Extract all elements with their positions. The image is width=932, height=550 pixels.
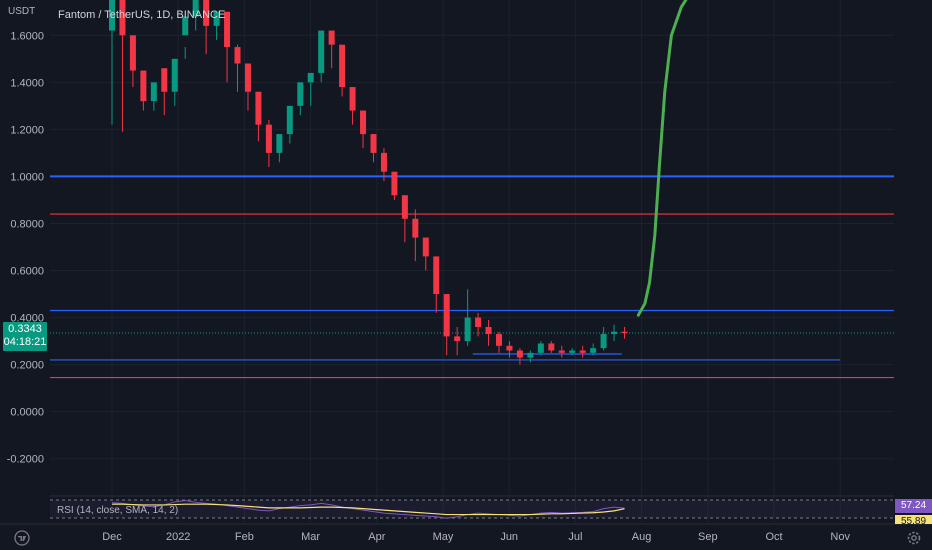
candle-body (464, 317, 471, 342)
candle-body (213, 11, 220, 26)
x-tick-label: Sep (698, 531, 718, 543)
y-tick-label: 1.4000 (10, 77, 44, 89)
candle-body (590, 348, 597, 353)
current-price-badge: 0.3343 04:18:21 (3, 322, 47, 351)
x-tick-label: Jun (500, 531, 518, 543)
candle-body (244, 63, 251, 92)
candle-body (161, 68, 168, 92)
current-price: 0.3343 (8, 323, 42, 335)
candle-body (380, 152, 387, 172)
candle-body (265, 124, 272, 153)
candle-body (621, 331, 628, 334)
candle-body (276, 134, 283, 153)
x-tick-label: May (433, 531, 454, 543)
candle-body (360, 110, 367, 135)
candle-body (286, 105, 293, 135)
candle-body (401, 195, 408, 219)
y-tick-label: 1.0000 (10, 171, 44, 183)
candle-body (109, 0, 115, 31)
y-tick-label: 0.0000 (10, 407, 44, 419)
candle-body (433, 256, 440, 295)
candle-body (171, 58, 178, 92)
y-tick-label: 1.2000 (10, 124, 44, 136)
candle-body (129, 35, 136, 71)
candle-body (339, 44, 346, 88)
x-tick-label: Dec (102, 531, 122, 543)
candle-countdown: 04:18:21 (3, 336, 47, 348)
candle-body (454, 336, 461, 342)
candle-body (422, 237, 429, 257)
candle-body (234, 47, 241, 64)
candle-body (318, 30, 325, 73)
rsi-ma-line (112, 503, 625, 516)
candle-body (537, 343, 544, 353)
candle-body (569, 350, 576, 353)
y-tick-label: 0.4000 (10, 313, 44, 325)
rsi-value-badge: 57.24 (895, 499, 932, 513)
x-tick-label: Feb (235, 531, 254, 543)
unit-label: USDT (8, 6, 36, 17)
y-tick-label: 1.6000 (10, 30, 44, 42)
y-tick-label: -0.2000 (7, 454, 44, 466)
projection-path (636, 0, 688, 317)
rsi-band (50, 500, 894, 518)
candle-body (412, 218, 419, 238)
candle-body (307, 72, 314, 83)
candle-body (600, 334, 607, 349)
x-tick-label: 2022 (166, 531, 190, 543)
candle-body (370, 134, 377, 153)
x-tick-label: Apr (368, 531, 385, 543)
candle-body (391, 171, 398, 196)
candle-body (192, 0, 199, 17)
candle-body (119, 0, 126, 36)
candle-body (579, 350, 586, 353)
candle-body (349, 87, 356, 111)
candle-body (548, 343, 555, 351)
rsi-indicator-label[interactable]: RSI (14, close, SMA, 14, 2) (57, 505, 179, 516)
rsi-ma-value-badge: 55.89 (895, 515, 932, 524)
candle-body (611, 331, 618, 335)
x-tick-label: Aug (632, 531, 652, 543)
tradingview-logo-icon[interactable] (14, 530, 30, 546)
candle-body (496, 334, 503, 346)
y-tick-label: 0.8000 (10, 218, 44, 230)
candle-body (182, 16, 189, 36)
candle-body (255, 91, 262, 125)
rsi-line (111, 499, 625, 519)
candle-body (150, 82, 157, 102)
gear-icon[interactable] (906, 530, 922, 546)
candle-body (485, 326, 492, 335)
candle-body (443, 294, 450, 337)
candle-body (140, 70, 147, 102)
candle-body (203, 0, 210, 26)
candle-body (527, 352, 534, 358)
x-tick-label: Jul (568, 531, 582, 543)
candle-body (475, 317, 482, 327)
candle-body (558, 350, 565, 353)
candle-body (297, 82, 304, 106)
candle-body (328, 30, 335, 45)
y-tick-label: 0.2000 (10, 360, 44, 372)
chart-title: Fantom / TetherUS, 1D, BINANCE (58, 9, 226, 21)
x-tick-label: Nov (830, 531, 850, 543)
candle-body (506, 345, 513, 351)
candle-body (516, 350, 523, 358)
x-tick-label: Mar (301, 531, 320, 543)
x-tick-label: Oct (765, 531, 782, 543)
y-tick-label: 0.6000 (10, 266, 44, 278)
candle-body (224, 11, 231, 48)
